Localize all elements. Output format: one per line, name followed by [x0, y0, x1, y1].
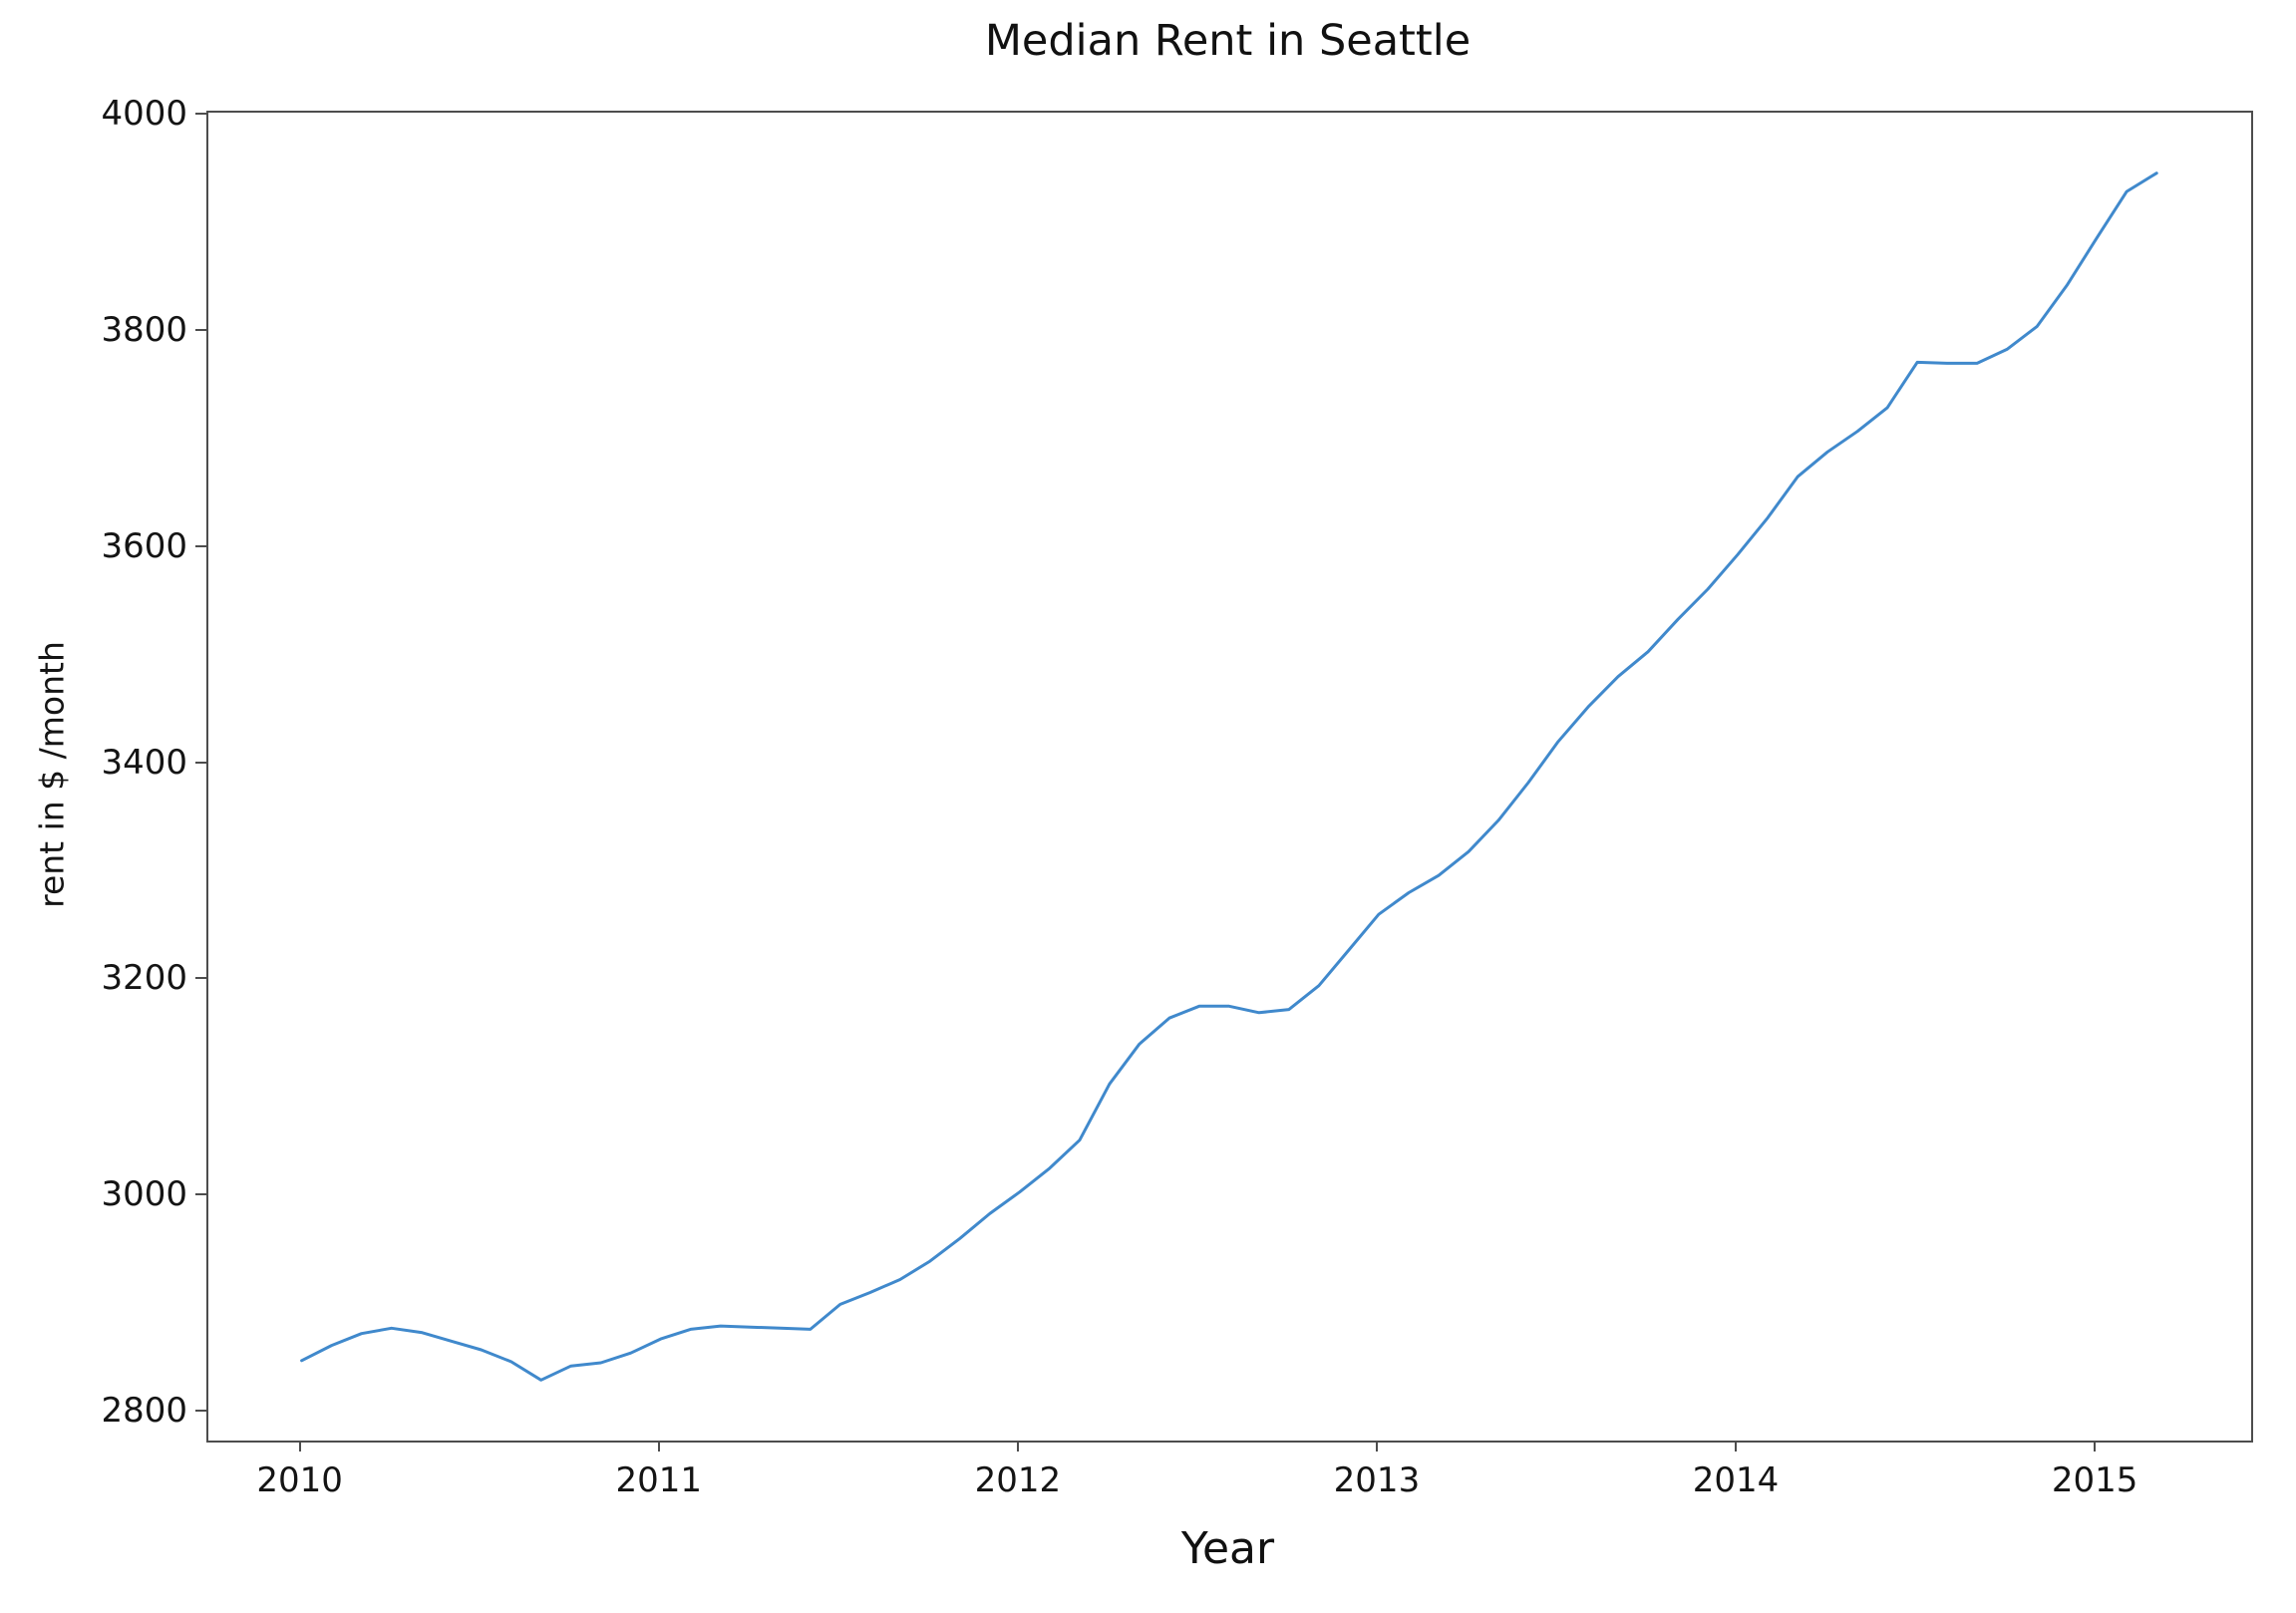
y-tick-label-3600: 3600	[101, 525, 187, 566]
y-tick-label-3800: 3800	[101, 310, 187, 350]
x-tick-label-2010: 2010	[256, 1460, 343, 1500]
y-tick-mark-3400	[195, 761, 206, 764]
y-tick-label-3200: 3200	[101, 958, 187, 999]
x-tick-label-2014: 2014	[1692, 1460, 1780, 1500]
x-tick-mark-2012	[1016, 1441, 1019, 1452]
x-tick-mark-2011	[657, 1441, 660, 1452]
y-tick-label-4000: 4000	[101, 94, 187, 135]
y-tick-mark-2800	[195, 1409, 206, 1412]
x-tick-mark-2013	[1375, 1441, 1378, 1452]
rent-line-series	[300, 171, 2158, 1382]
x-tick-mark-2015	[2094, 1441, 2097, 1452]
y-tick-mark-3000	[195, 1193, 206, 1196]
x-tick-mark-2010	[298, 1441, 301, 1452]
x-tick-label-2012: 2012	[974, 1460, 1062, 1500]
y-tick-label-3000: 3000	[101, 1174, 187, 1215]
x-tick-label-2013: 2013	[1333, 1460, 1421, 1500]
x-tick-mark-2014	[1735, 1441, 1738, 1452]
y-tick-mark-3800	[195, 329, 206, 331]
chart-title: Median Rent in Seattle	[984, 16, 1472, 66]
y-tick-mark-3600	[195, 544, 206, 547]
y-axis-label: rent in $ /month	[32, 641, 72, 908]
x-tick-label-2011: 2011	[615, 1460, 702, 1500]
plot-area	[206, 111, 2253, 1443]
y-tick-mark-4000	[195, 113, 206, 116]
x-tick-label-2015: 2015	[2051, 1460, 2138, 1500]
rent-line-chart	[300, 171, 2158, 1382]
y-tick-label-3400: 3400	[101, 742, 187, 783]
y-tick-label-2800: 2800	[101, 1390, 187, 1431]
y-tick-mark-3200	[195, 977, 206, 980]
x-axis-label: Year	[1180, 1523, 1275, 1574]
